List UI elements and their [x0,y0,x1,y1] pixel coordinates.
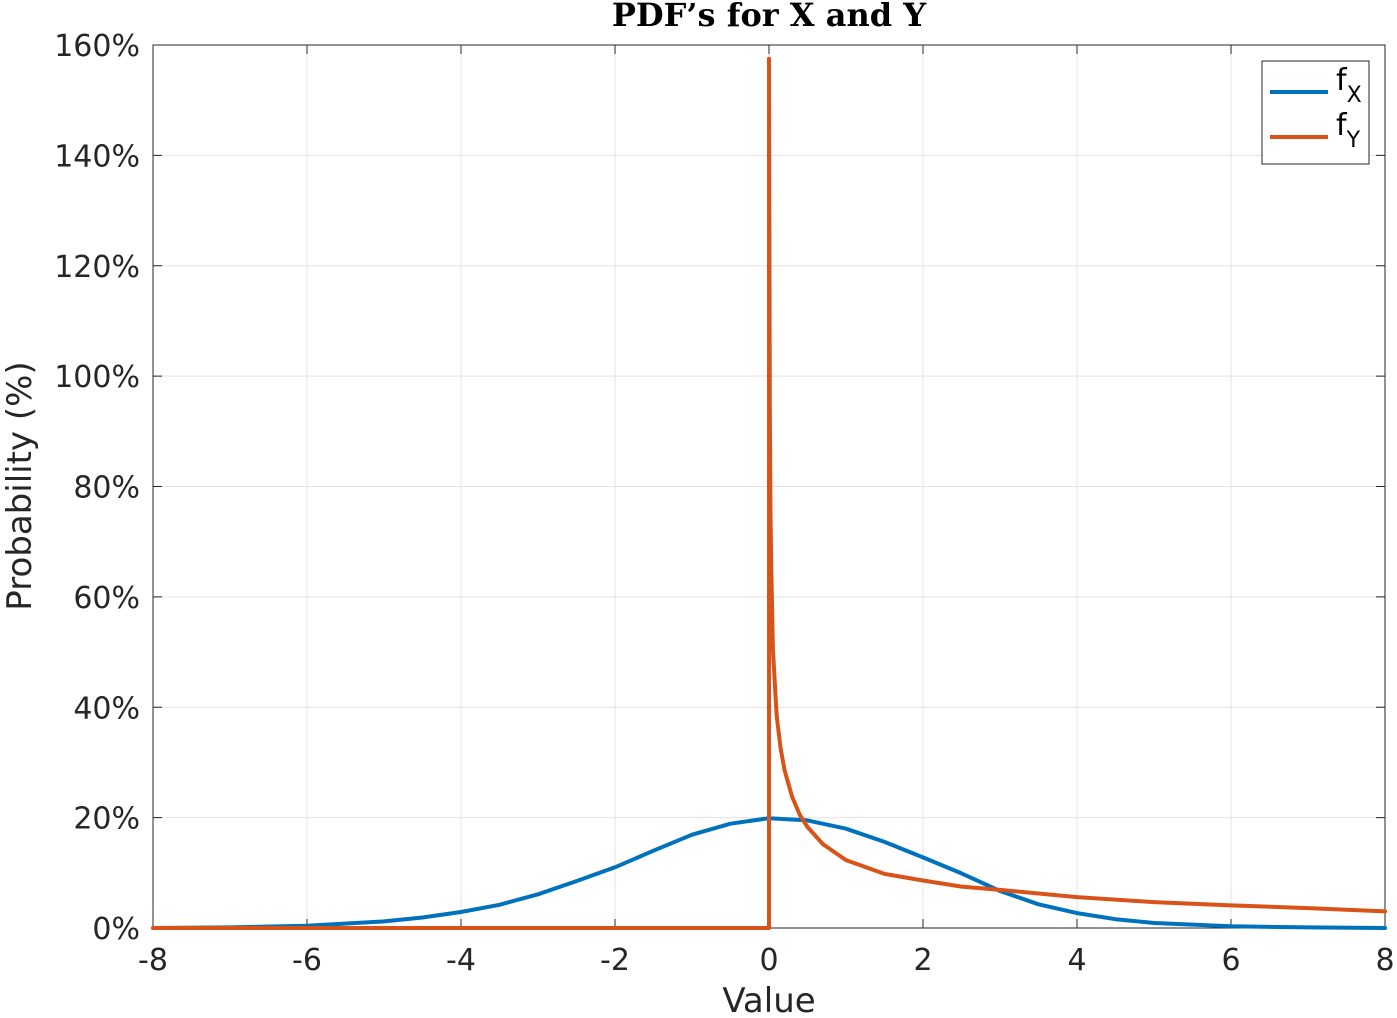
y-axis-label: Probability (%) [0,361,40,610]
x-tick-label: 0 [759,943,778,978]
y-tick-label: 20% [73,802,140,837]
series-line-fy [151,56,1387,930]
y-tick-label: 0% [92,912,140,947]
chart-title: PDF’s for X and Y [612,0,927,34]
y-tick-label: 140% [54,139,140,174]
x-tick-label: 6 [1221,943,1240,978]
x-tick-label: 8 [1375,943,1394,978]
series-layer [151,56,1387,930]
legend-label-fx: fX [1336,63,1362,108]
y-tick-label: 40% [73,691,140,726]
y-tick-label: 60% [73,581,140,616]
y-tick-label: 80% [73,471,140,506]
legend-box [1261,60,1370,165]
x-tick-label: -2 [600,943,630,978]
x-tick-label: -8 [138,943,168,978]
x-tick-label: -4 [446,943,476,978]
y-tick-label: 160% [54,29,140,64]
x-axis-label: Value [722,981,815,1018]
x-tick-label: 2 [913,943,932,978]
y-tick-label: 100% [54,360,140,395]
x-tick-label: 4 [1067,943,1086,978]
axis-ticks: -8 -6 -4 -2 0 2 4 6 80%20%40%60%80%100%120%140%1… [54,29,1394,978]
y-tick-label: 120% [54,250,140,285]
x-tick-label: -6 [292,943,322,978]
legend-label-fy: fY [1336,108,1361,153]
